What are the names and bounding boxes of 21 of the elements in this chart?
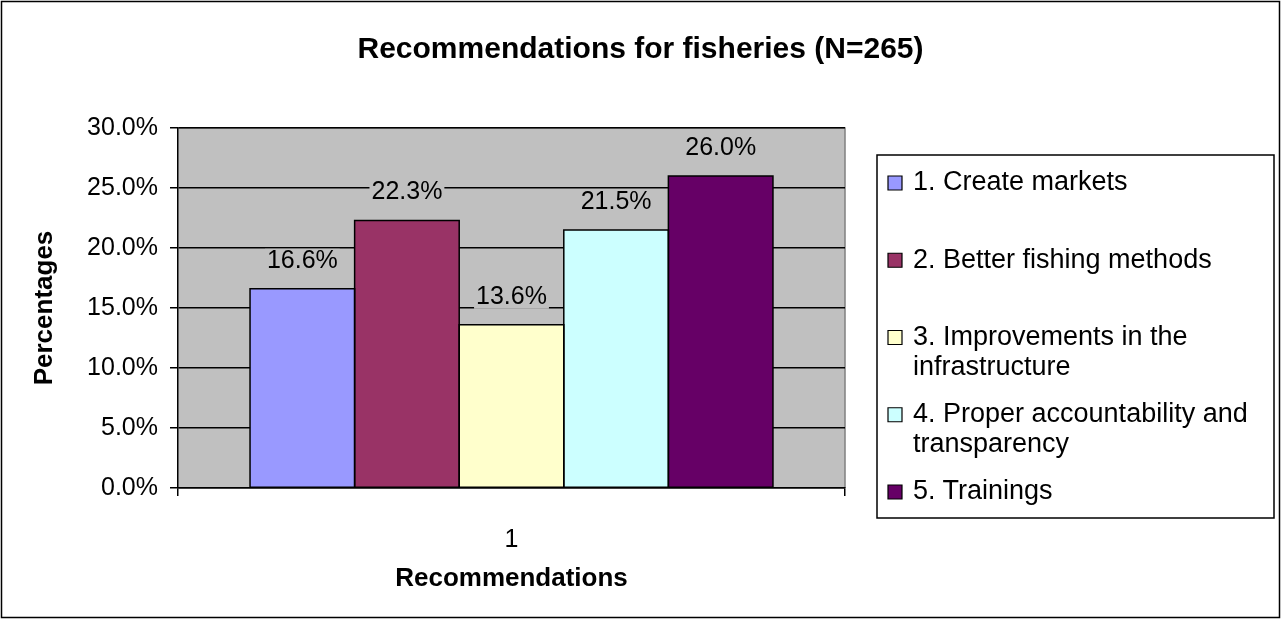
legend-label: 4. Proper accountability and transparency	[913, 398, 1248, 459]
y-tick-label: 30.0%	[87, 111, 158, 140]
y-tick-label: 25.0%	[87, 171, 158, 200]
legend-label: 2. Better fishing methods	[913, 243, 1212, 274]
y-tick-label: 15.0%	[87, 291, 158, 320]
y-tick-label: 5.0%	[101, 411, 158, 440]
data-label: 13.6%	[476, 280, 547, 309]
legend-label: 5. Trainings	[913, 475, 1053, 506]
legend-label: 3. Improvements in the infrastructure	[913, 320, 1188, 381]
chart-title: Recommendations for fisheries (N=265)	[357, 31, 924, 65]
x-tick-label: 1	[504, 523, 519, 552]
y-tick-label: 0.0%	[101, 471, 158, 500]
data-label: 16.6%	[266, 244, 338, 273]
data-label: 21.5%	[580, 185, 652, 214]
data-label: 26.0%	[685, 131, 757, 160]
y-tick-label: 20.0%	[87, 231, 158, 260]
y-axis-title: Percentages	[27, 230, 58, 386]
x-axis-title: Recommendations	[395, 561, 628, 592]
data-label: 22.3%	[371, 176, 443, 205]
y-tick-label: 10.0%	[87, 351, 158, 380]
legend-label: 1. Create markets	[913, 166, 1128, 197]
